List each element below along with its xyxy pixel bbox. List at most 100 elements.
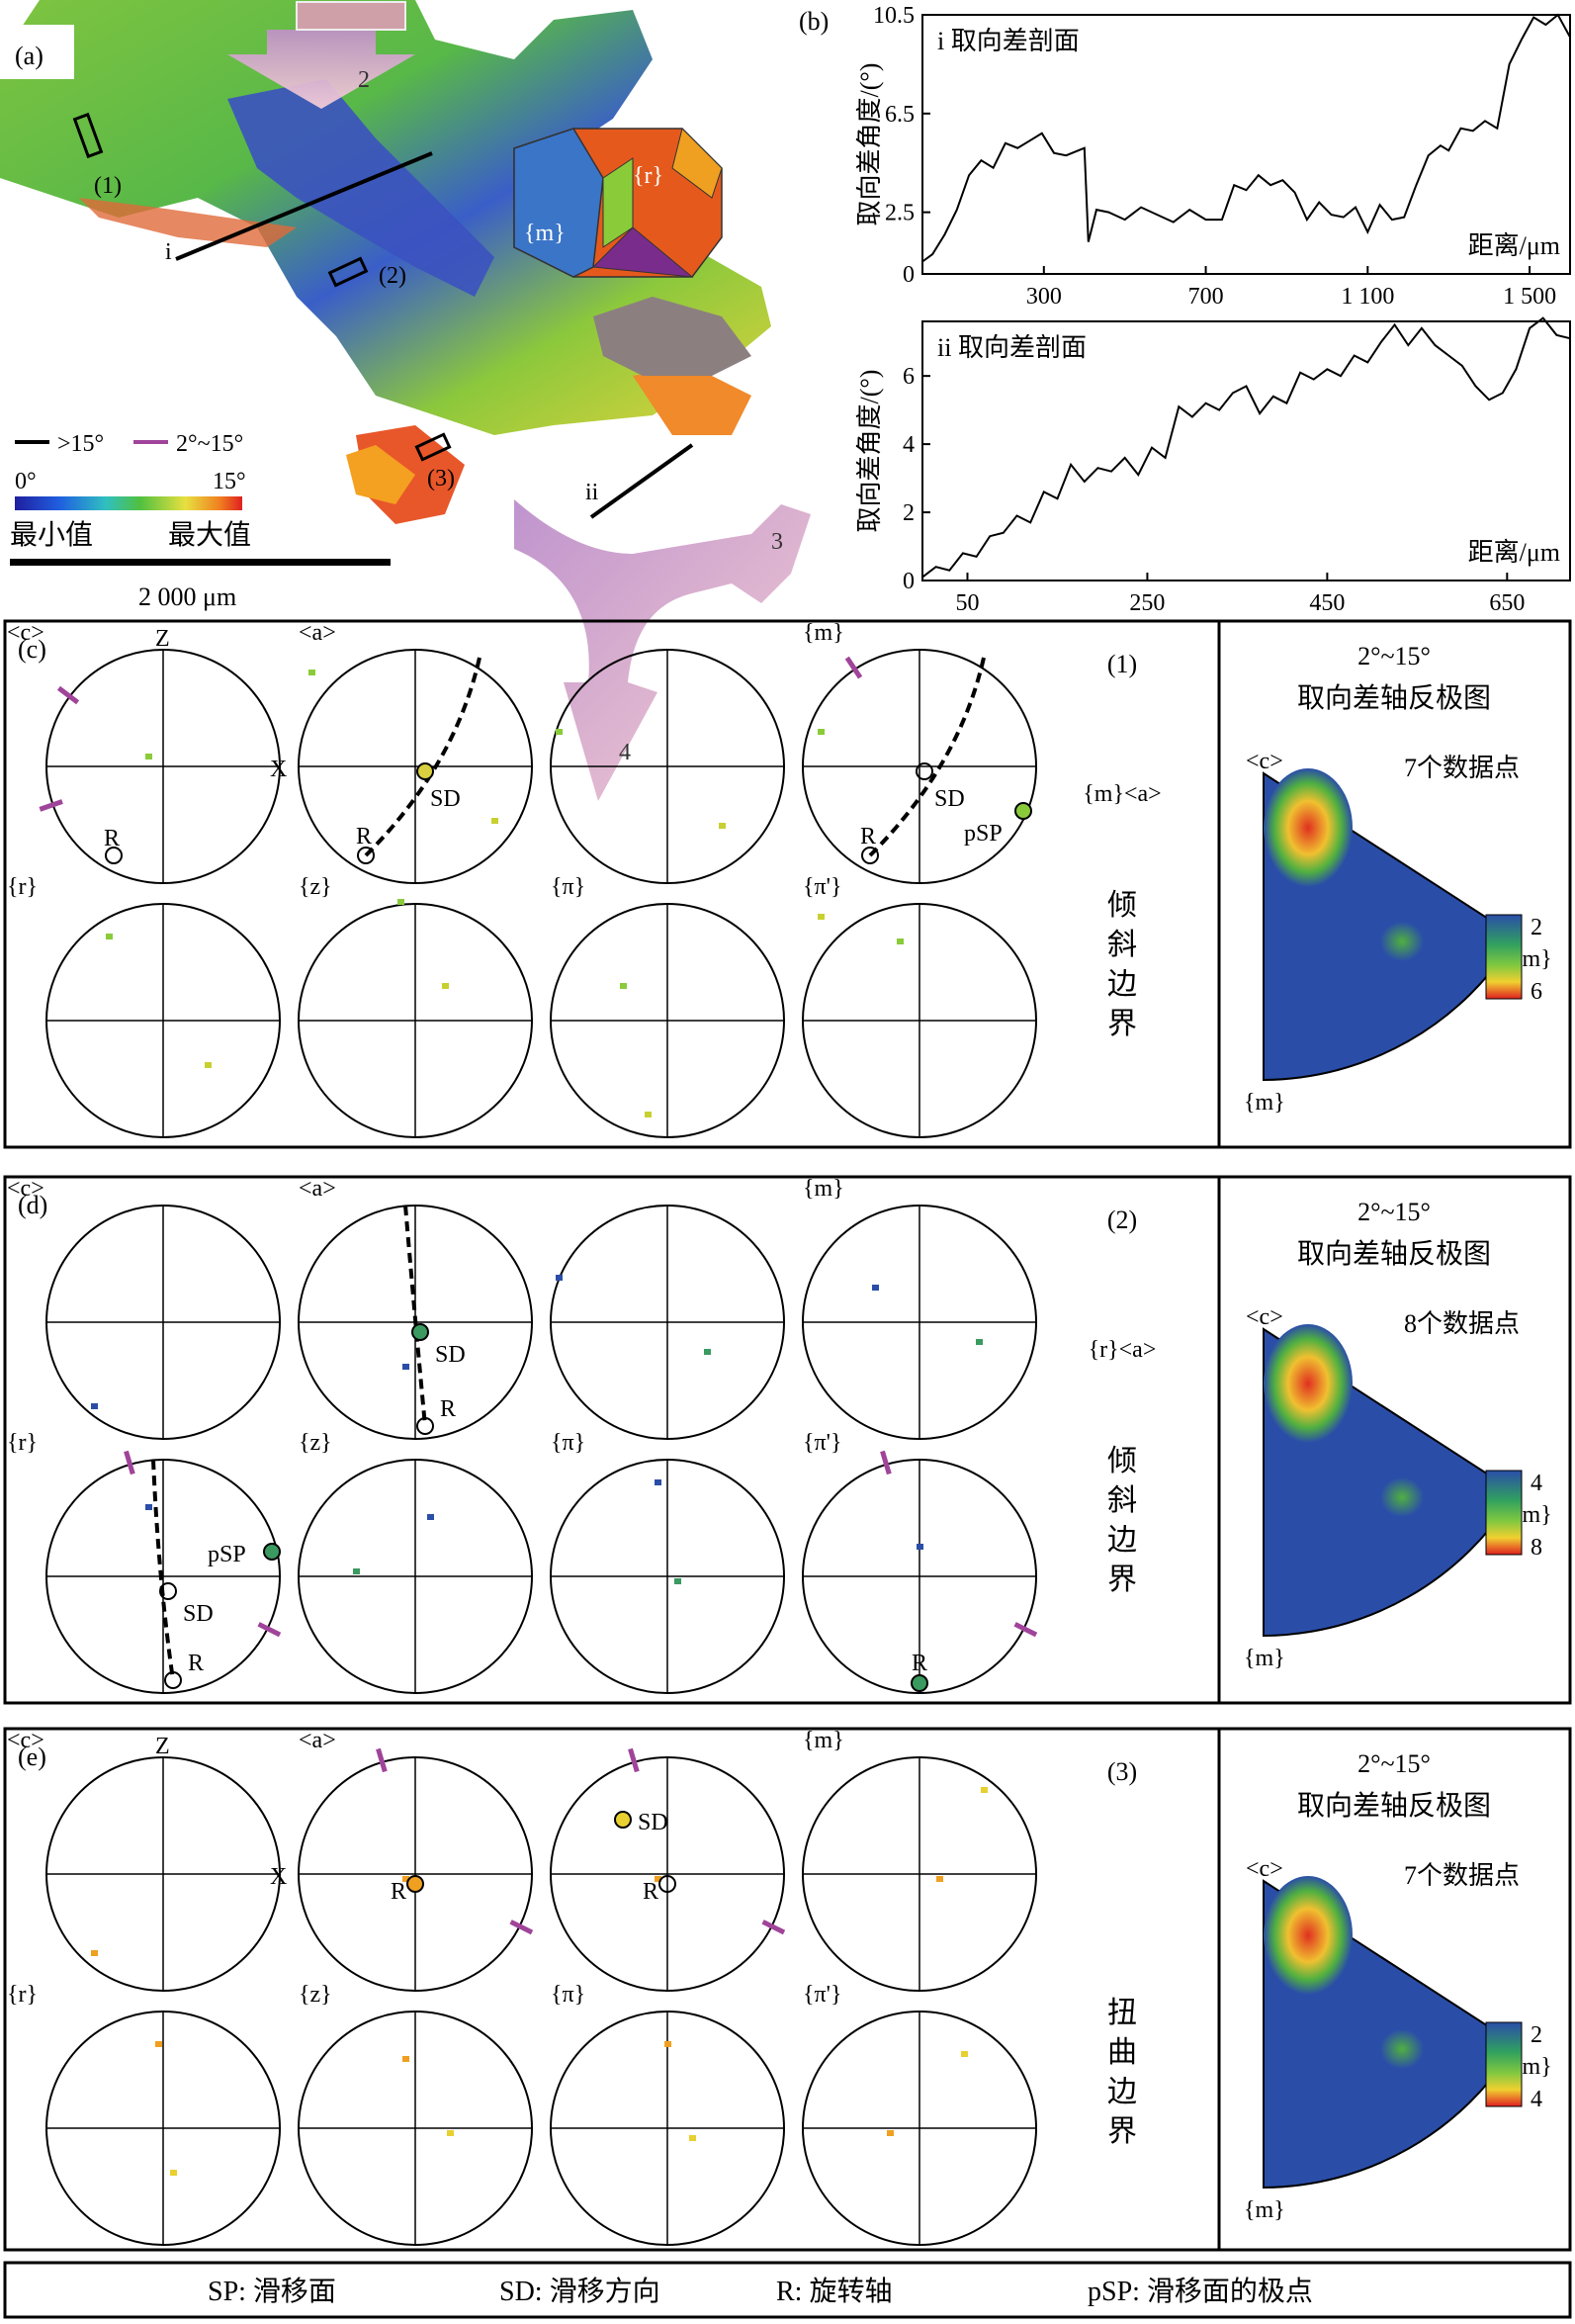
- pole-dot: [664, 2041, 671, 2047]
- stereonet-label: {π}: [551, 1430, 585, 1456]
- rotation-axis-marker: [406, 1875, 424, 1893]
- annotation-sd: SD: [435, 1342, 466, 1368]
- profile-label-i: i: [165, 239, 172, 265]
- boundary-type-char: 边: [1107, 968, 1137, 1001]
- pole-dot: [91, 1403, 98, 1409]
- ipf-corner-c: <c>: [1246, 749, 1283, 774]
- boundary-trace: [39, 799, 63, 812]
- pole-dot: [205, 1062, 212, 1068]
- boundary-type-char: 界: [1107, 1564, 1137, 1596]
- panel-label-a: (a): [15, 42, 44, 70]
- arrow-label-4: 4: [619, 740, 631, 765]
- stereonet: {π}: [550, 1982, 785, 2246]
- annotation-r: R: [643, 1879, 658, 1905]
- rotation-axis-marker: [357, 847, 375, 864]
- stereonet-label: {z}: [299, 1982, 332, 2008]
- ipf-hotspot: [1264, 1876, 1353, 1995]
- ipf-colorbar: [1485, 914, 1523, 1000]
- arrow-label-3: 3: [771, 529, 783, 555]
- ipf-count: 7个数据点: [1404, 1861, 1520, 1890]
- stereonet: <c>: [7, 1728, 281, 1992]
- profile-label-ii: ii: [585, 480, 599, 505]
- stereonet-label: <a>: [299, 620, 336, 646]
- boundary-type-char: 边: [1107, 2076, 1137, 2108]
- annotation-r: R: [356, 824, 372, 849]
- x-axis-label: 距离/μm: [1468, 231, 1560, 260]
- stereonet: {π'}: [802, 874, 1037, 1138]
- y-axis-label: 取向差角度/(°): [855, 370, 884, 533]
- boundary-trace: [1013, 1622, 1038, 1638]
- scalebar-label: 2 000 μm: [138, 582, 236, 611]
- slip-direction-marker: [159, 1582, 177, 1600]
- annotation-sd: SD: [934, 786, 965, 812]
- pole-dot: [91, 1950, 98, 1956]
- ipf-title: 2°~15°: [1357, 1198, 1431, 1226]
- ipf-corner-c: <c>: [1246, 1856, 1283, 1882]
- pole-dot: [981, 1787, 988, 1793]
- profile-line-series: [921, 13, 1571, 263]
- stereonet: <a>: [298, 620, 533, 884]
- stereonet: {z}: [298, 874, 533, 1138]
- great-circle-dashed: [151, 1459, 175, 1681]
- pole-dot: [308, 670, 315, 675]
- stereonet-label: {m}: [803, 1728, 844, 1753]
- stereonet: {z}: [298, 1430, 533, 1694]
- x-tick-label: 1 100: [1341, 284, 1394, 310]
- stereonet-label: {π'}: [803, 1982, 841, 2008]
- pole-dot: [818, 729, 825, 735]
- orange-zone: [346, 445, 415, 504]
- rotation-axis-marker: [105, 847, 123, 864]
- boundary-type-char: 扭: [1107, 1997, 1137, 2029]
- section-label: (e): [18, 1743, 46, 1771]
- ipf-hotspot: [1264, 1324, 1353, 1443]
- stereonet: <a>: [298, 1728, 533, 1992]
- pole-dot: [397, 899, 404, 905]
- annotation-r: R: [860, 824, 876, 849]
- region-box-2: [327, 256, 369, 288]
- pole-dot: [936, 1876, 943, 1882]
- rotation-axis-marker: [658, 1875, 676, 1893]
- pole-figure-sections: (c)<c> <a> {m}{r} {z} {π} {π'}ZXRSDRSDpSPR(1)…: [3, 619, 1572, 2252]
- ipf-subtitle: 取向差轴反极图: [1297, 682, 1491, 714]
- rotation-axis-marker: [861, 847, 879, 864]
- boundary-trace: [509, 1920, 534, 1935]
- axis-label-z: Z: [155, 626, 170, 652]
- pole-dot: [145, 1504, 152, 1510]
- axis-label-x: X: [270, 757, 287, 782]
- stereonet: {m}: [802, 620, 1037, 884]
- panel-a-label-background: [0, 25, 74, 79]
- x-tick-label: 450: [1309, 590, 1345, 616]
- crystal-face-r: {r}: [633, 163, 663, 189]
- ipf-hotspot: [1380, 922, 1424, 961]
- profile-title: i 取向差剖面: [937, 27, 1080, 55]
- pole-dot: [719, 823, 726, 829]
- stereonet-label: <a>: [299, 1176, 336, 1202]
- legend-scale-min: 0°: [15, 469, 37, 494]
- footer-psp: pSP: 滑移面的极点: [1088, 2276, 1313, 2307]
- boundary-type-char: 斜: [1107, 1484, 1137, 1517]
- slip-plane-pole-marker: [1014, 802, 1032, 820]
- stereonet-label: {π}: [551, 874, 585, 900]
- region-box-1: [72, 112, 104, 159]
- red-strip: [79, 198, 297, 247]
- boundary-type-char: 边: [1107, 1524, 1137, 1557]
- gray-zone: [593, 297, 751, 376]
- great-circle-dashed: [403, 1205, 427, 1427]
- stereonet-label: {π'}: [803, 1430, 841, 1456]
- annotation-r: R: [440, 1396, 456, 1422]
- slip-direction-marker: [411, 1323, 429, 1341]
- arrow-2-cap: [296, 1, 406, 31]
- stereonet-label: {z}: [299, 1430, 332, 1456]
- pole-dot: [427, 1514, 434, 1520]
- case-label: (1): [1107, 650, 1137, 678]
- stereonet: {r}: [7, 874, 281, 1138]
- ipf-hotspot: [1380, 2029, 1424, 2069]
- boundary-type-char: 倾: [1107, 1445, 1137, 1477]
- stereonet: {π'}: [802, 1430, 1037, 1694]
- y-tick-label: 0: [903, 569, 915, 594]
- legend-footer: SP: 滑移面 SD: 滑移方向 R: 旋转轴 pSP: 滑移面的极点: [3, 2261, 1572, 2319]
- blue-band: [227, 79, 494, 297]
- ipf-colorbar: [1485, 1470, 1523, 1556]
- ipf-subtitle: 取向差轴反极图: [1297, 1238, 1491, 1270]
